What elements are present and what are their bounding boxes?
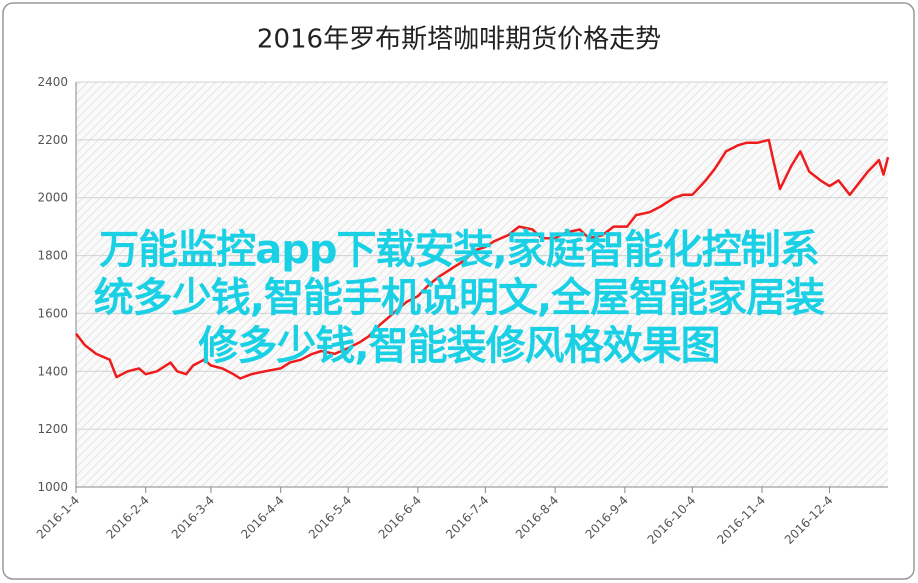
y-tick-label: 1200 [37, 422, 68, 436]
y-tick-label: 2200 [37, 133, 68, 147]
y-tick-label: 1400 [37, 364, 68, 378]
y-tick-label: 2000 [37, 191, 68, 205]
y-tick-label: 2400 [37, 75, 68, 89]
chart-title: 2016年罗布斯塔咖啡期货价格走势 [257, 25, 661, 55]
price-line [75, 138, 890, 380]
plot-area [76, 82, 888, 487]
y-tick-label: 1000 [37, 480, 68, 494]
y-tick-label: 1600 [37, 306, 68, 320]
overlay-text: 万能监控app下载安装,家庭智能化控制系 统多少钱,智能手机说明文,全屋智能家居装… [0, 226, 918, 370]
overlay-line: 统多少钱,智能手机说明文,全屋智能家居装 [93, 275, 825, 321]
overlay-line: 修多少钱,智能装修风格效果图 [198, 323, 720, 369]
y-tick-label: 1800 [37, 249, 68, 263]
overlay-line: 万能监控app下载安装,家庭智能化控制系 [99, 227, 819, 273]
